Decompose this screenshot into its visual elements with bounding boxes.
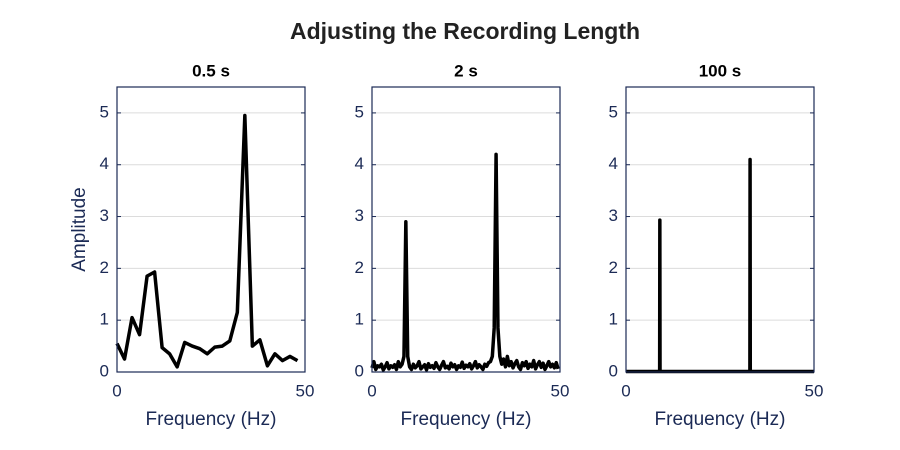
y-tick-label: 2 <box>609 258 618 277</box>
x-axis-label: Frequency (Hz) <box>401 409 532 430</box>
y-tick-label: 1 <box>355 310 364 329</box>
data-line <box>115 113 299 369</box>
axes-box <box>625 86 815 373</box>
x-tick-label: 0 <box>367 381 376 400</box>
y-tick-label: 5 <box>609 102 618 121</box>
panel-title: 2 s <box>454 61 478 80</box>
axes-box <box>371 86 561 373</box>
y-tick-label: 3 <box>100 206 109 225</box>
plot-area <box>372 87 560 372</box>
x-axis-label: Frequency (Hz) <box>146 409 277 430</box>
y-tick-label: 5 <box>100 102 109 121</box>
x-tick-label: 50 <box>296 381 315 400</box>
plot-area <box>626 87 814 372</box>
plot-area <box>117 87 305 372</box>
x-tick-label: 0 <box>112 381 121 400</box>
y-tick-label: 5 <box>355 102 364 121</box>
y-tick-label: 3 <box>355 206 364 225</box>
y-tick-label: 4 <box>609 154 618 173</box>
y-tick-label: 0 <box>609 361 618 380</box>
y-tick-label: 1 <box>100 310 109 329</box>
y-tick-label: 4 <box>100 154 109 173</box>
figure-title: Adjusting the Recording Length <box>290 18 640 44</box>
y-tick-label: 3 <box>609 206 618 225</box>
x-tick-label: 50 <box>805 381 824 400</box>
data-line <box>370 152 560 372</box>
x-tick-label: 0 <box>621 381 630 400</box>
axes-box <box>116 86 306 373</box>
y-tick-label: 1 <box>609 310 618 329</box>
y-tick-label: 0 <box>100 361 109 380</box>
y-axis-label: Amplitude <box>69 187 90 272</box>
x-tick-label: 50 <box>551 381 570 400</box>
panel-title: 0.5 s <box>192 61 230 80</box>
y-tick-label: 2 <box>355 258 364 277</box>
y-tick-label: 2 <box>100 258 109 277</box>
panel-title: 100 s <box>699 61 742 80</box>
y-tick-label: 0 <box>355 361 364 380</box>
y-tick-label: 4 <box>355 154 364 173</box>
x-axis-label: Frequency (Hz) <box>655 409 786 430</box>
